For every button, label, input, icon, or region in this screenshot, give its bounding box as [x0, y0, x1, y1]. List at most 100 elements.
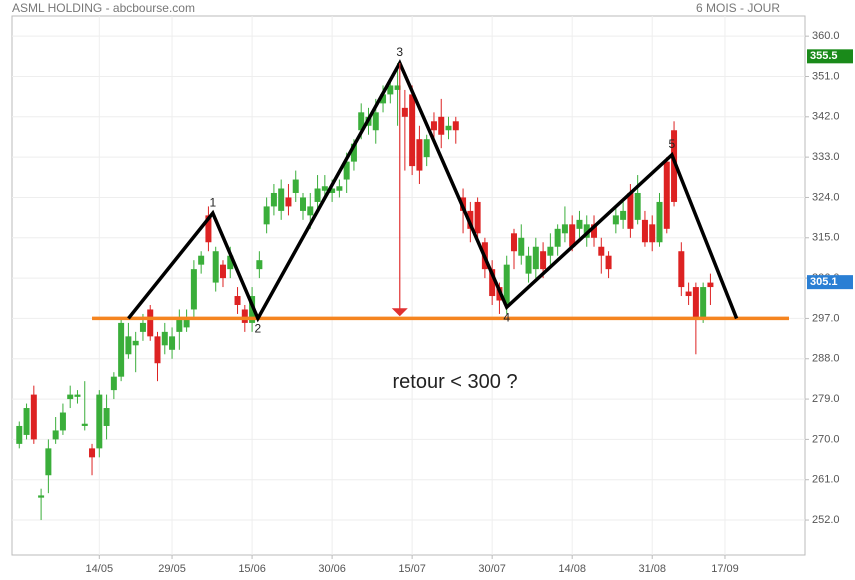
x-tick-label: 29/05 — [158, 563, 186, 575]
candle-body — [380, 94, 387, 104]
candle-body — [125, 336, 132, 355]
x-tick-label: 31/08 — [638, 563, 666, 575]
y-tick-label: 315.0 — [812, 232, 840, 244]
candle-body — [503, 264, 510, 305]
candle-body — [161, 331, 168, 346]
x-tick-label: 17/09 — [711, 563, 739, 575]
candle-body — [45, 448, 52, 476]
pattern-label: 5 — [669, 137, 676, 151]
price-marker-label: 305.1 — [810, 276, 838, 288]
candle-body — [176, 318, 183, 332]
candle-body — [321, 186, 328, 191]
candle-body — [139, 322, 146, 332]
candle-body — [256, 260, 263, 270]
candle-body — [692, 287, 699, 319]
candle-body — [445, 125, 452, 131]
y-tick-label: 297.0 — [812, 312, 840, 324]
candle-body — [452, 121, 459, 131]
candle-body — [336, 186, 343, 191]
x-tick-label: 15/06 — [238, 563, 266, 575]
candle-body — [358, 112, 365, 131]
candle-body — [372, 112, 379, 131]
pattern-label: 4 — [503, 310, 510, 324]
candle-body — [132, 340, 139, 346]
candle-body — [634, 192, 641, 220]
candle-body — [154, 336, 161, 364]
candle-body — [612, 215, 619, 225]
y-tick-label: 288.0 — [812, 353, 840, 365]
candle-body — [227, 255, 234, 270]
candle-body — [627, 192, 634, 229]
y-tick-label: 351.0 — [812, 70, 840, 82]
annotation: retour < 300 ? — [393, 371, 518, 393]
candle-body — [700, 287, 707, 319]
candle-body — [685, 291, 692, 297]
candle-body — [292, 179, 299, 193]
candle-body — [307, 206, 314, 216]
candle-body — [605, 255, 612, 270]
y-tick-label: 333.0 — [812, 151, 840, 163]
chart-title: ASML HOLDING - abcbourse.com — [12, 1, 195, 15]
arrow-head — [391, 308, 408, 317]
x-tick-label: 30/06 — [318, 563, 346, 575]
candle-body — [38, 495, 45, 498]
candle-body — [576, 219, 583, 229]
candle-body — [656, 201, 663, 243]
pattern-label: 3 — [396, 45, 403, 59]
candle-body — [241, 309, 248, 323]
candle-body — [52, 430, 59, 440]
y-tick-label: 270.0 — [812, 433, 840, 445]
candle-body — [249, 296, 256, 323]
candle-body — [561, 224, 568, 234]
y-tick-label: 279.0 — [812, 393, 840, 405]
chart-subtitle: 6 MOIS - JOUR — [696, 1, 780, 15]
candle-body — [598, 246, 605, 256]
candle-body — [329, 188, 336, 193]
y-tick-label: 342.0 — [812, 111, 840, 123]
candle-body — [671, 130, 678, 202]
candle-body — [569, 224, 576, 247]
candle-body — [649, 224, 656, 243]
candle-body — [438, 116, 445, 135]
candle-body — [518, 237, 525, 256]
candle-body — [540, 251, 547, 270]
candle-body — [263, 206, 270, 225]
candle-body — [423, 139, 430, 158]
candle-body — [74, 394, 81, 397]
pattern-label: 1 — [209, 195, 216, 209]
candle-body — [510, 233, 517, 252]
candle-body — [285, 197, 292, 207]
candle-body — [547, 246, 554, 256]
candle-body — [416, 139, 423, 171]
x-tick-label: 14/08 — [558, 563, 586, 575]
candle-body — [591, 224, 598, 238]
candle-body — [707, 282, 714, 288]
candle-body — [278, 188, 285, 211]
x-tick-label: 15/07 — [398, 563, 426, 575]
y-tick-label: 360.0 — [812, 30, 840, 42]
y-tick-label: 261.0 — [812, 474, 840, 486]
candle-body — [16, 425, 23, 444]
candle-body — [198, 255, 205, 265]
candle-body — [89, 448, 96, 458]
candle-body — [554, 228, 561, 247]
candle-body — [96, 394, 103, 449]
candle-body — [103, 408, 110, 426]
candle-body — [118, 322, 125, 377]
candle-body — [387, 85, 394, 95]
candle-body — [678, 251, 685, 288]
candle-body — [663, 161, 670, 229]
candle-body — [219, 264, 226, 279]
price-marker — [807, 49, 853, 64]
candle-body — [30, 394, 37, 440]
candle-body — [350, 143, 357, 162]
x-tick-label: 14/05 — [86, 563, 114, 575]
price-marker — [807, 275, 853, 290]
plot-frame — [11, 15, 806, 556]
candle-body — [190, 269, 197, 310]
candle-body — [169, 336, 176, 350]
candle-body — [525, 255, 532, 274]
candle-body — [300, 197, 307, 211]
candle-body — [620, 210, 627, 220]
